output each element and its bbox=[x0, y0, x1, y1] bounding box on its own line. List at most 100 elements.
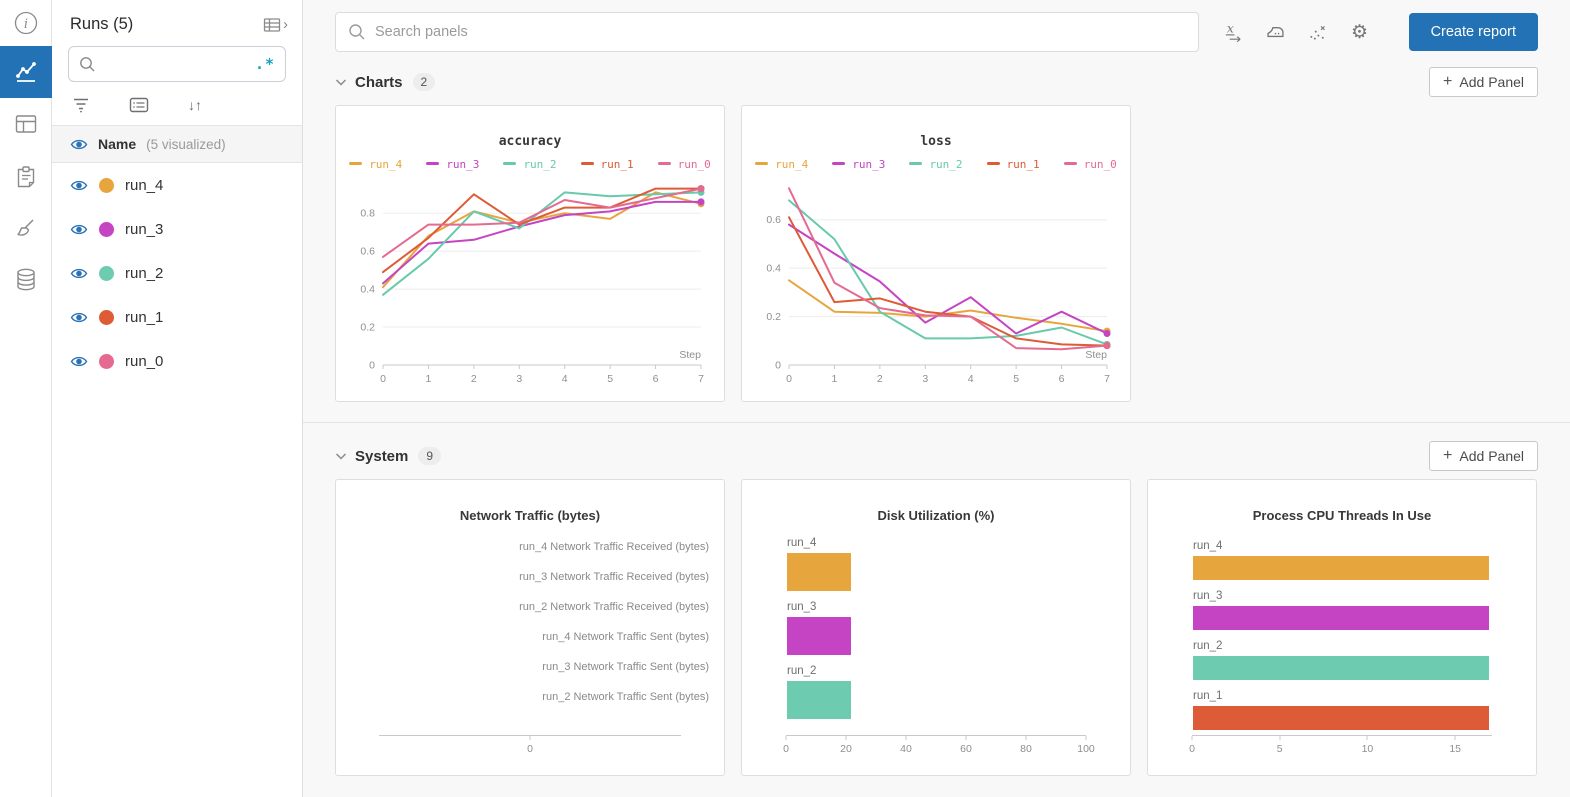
system-cards-row: Network Traffic (bytes) run_4 Network Tr… bbox=[335, 479, 1538, 776]
eye-icon[interactable] bbox=[70, 179, 88, 192]
add-panel-button[interactable]: + Add Panel bbox=[1429, 67, 1538, 97]
visualized-count: (5 visualized) bbox=[146, 136, 226, 152]
section-title[interactable]: Charts bbox=[355, 73, 403, 91]
database-icon bbox=[16, 268, 35, 291]
smoothing-iron-icon[interactable] bbox=[1259, 15, 1293, 49]
run-list: run_4 run_3 run_2 run_1 run_0 bbox=[52, 163, 302, 383]
axis-tick-label: 80 bbox=[1020, 743, 1032, 755]
workspace-main: x bbox=[303, 0, 1570, 797]
svg-text:5: 5 bbox=[1013, 373, 1019, 385]
regex-toggle[interactable]: .* bbox=[254, 55, 275, 73]
runs-search-input[interactable] bbox=[96, 56, 255, 72]
panel-accuracy[interactable]: accuracy run_4 run_3 run_2 run_1 run_0 0 0.2 0… bbox=[335, 105, 725, 402]
run-color-dot bbox=[99, 177, 114, 193]
eye-icon[interactable] bbox=[70, 311, 88, 324]
charts-section-header: Charts 2 + Add Panel bbox=[335, 67, 1538, 97]
run-row[interactable]: run_3 bbox=[52, 207, 302, 251]
svg-text:0: 0 bbox=[786, 373, 792, 385]
sidebar-item-logs[interactable] bbox=[0, 150, 52, 202]
svg-text:0.2: 0.2 bbox=[360, 322, 375, 334]
axis-tick-label: 20 bbox=[840, 743, 852, 755]
run-row[interactable]: run_1 bbox=[52, 295, 302, 339]
info-icon[interactable]: i bbox=[0, 0, 52, 46]
app-navbar: i bbox=[0, 0, 52, 797]
bar-label: run_4 bbox=[1193, 540, 1223, 552]
axis-tick-label: 10 bbox=[1361, 743, 1374, 755]
svg-text:1: 1 bbox=[426, 373, 432, 385]
eye-icon[interactable] bbox=[70, 138, 88, 151]
panel-search-box[interactable] bbox=[335, 12, 1199, 52]
svg-text:3: 3 bbox=[922, 373, 928, 385]
panel-disk-utilization[interactable]: Disk Utilization (%) run_4 run_3 run_2 0 20… bbox=[741, 479, 1131, 776]
svg-text:0: 0 bbox=[380, 373, 386, 385]
svg-text:0.8: 0.8 bbox=[360, 208, 375, 220]
sidebar-item-table[interactable] bbox=[0, 98, 52, 150]
chevron-down-icon[interactable] bbox=[335, 452, 347, 461]
network-series-labels: run_4 Network Traffic Received (bytes) ru… bbox=[336, 532, 724, 712]
plus-icon: + bbox=[1443, 73, 1453, 90]
runs-search-box[interactable]: .* bbox=[68, 46, 286, 82]
sort-icon[interactable]: ↓↑ bbox=[188, 96, 202, 113]
svg-text:7: 7 bbox=[698, 373, 704, 385]
create-report-button[interactable]: Create report bbox=[1408, 13, 1538, 51]
bar-chart-rows: run_4 run_3 run_2 bbox=[787, 536, 1085, 719]
bar-label: run_3 bbox=[787, 601, 817, 613]
svg-text:0.2: 0.2 bbox=[766, 311, 781, 323]
clipboard-icon bbox=[17, 166, 34, 188]
remove-outliers-icon[interactable] bbox=[1301, 15, 1335, 49]
panel-cpu-threads[interactable]: Process CPU Threads In Use run_4 run_3 run… bbox=[1147, 479, 1537, 776]
panel-count-badge: 2 bbox=[412, 73, 436, 91]
name-column-header: Name bbox=[98, 136, 137, 152]
loss-line-chart: 0 0.2 0.4 0.6 0 1 2 3 4 5 6 7 Step bbox=[766, 187, 1111, 385]
chart-legend: run_4 run_3 run_2 run_1 run_0 bbox=[742, 157, 1130, 171]
eye-icon[interactable] bbox=[70, 267, 88, 280]
run-row[interactable]: run_4 bbox=[52, 163, 302, 207]
brush-icon bbox=[17, 218, 34, 236]
x-axis-settings-icon[interactable]: x bbox=[1217, 15, 1251, 49]
svg-text:x: x bbox=[1227, 22, 1234, 36]
run-name: run_4 bbox=[125, 176, 164, 194]
runs-table-icon bbox=[263, 17, 281, 32]
panel-title: loss bbox=[920, 134, 952, 149]
filter-icon[interactable] bbox=[72, 96, 90, 113]
accuracy-line-chart: 0 0.2 0.4 0.6 0.8 0 1 2 3 4 5 6 7 Step bbox=[360, 185, 705, 385]
series-label: run_3 Network Traffic Received (bytes) bbox=[519, 571, 709, 583]
panel-title: Disk Utilization (%) bbox=[877, 508, 995, 523]
svg-text:6: 6 bbox=[1059, 373, 1065, 385]
sidebar-item-artifacts[interactable] bbox=[0, 254, 52, 306]
eye-icon[interactable] bbox=[70, 355, 88, 368]
bar-row: run_4 bbox=[787, 536, 1085, 591]
run-color-dot bbox=[99, 221, 114, 237]
svg-text:Step: Step bbox=[679, 349, 701, 361]
expand-runs-table-button[interactable]: › bbox=[263, 17, 288, 33]
chevron-down-icon[interactable] bbox=[335, 78, 347, 87]
info-circle-icon: i bbox=[14, 11, 37, 35]
sidebar-item-sweeps[interactable] bbox=[0, 202, 52, 254]
settings-gear-icon[interactable]: ⚙ bbox=[1351, 21, 1369, 43]
system-section-header: System 9 + Add Panel bbox=[335, 441, 1538, 471]
group-list-icon[interactable] bbox=[129, 97, 149, 113]
run-row[interactable]: run_2 bbox=[52, 251, 302, 295]
runs-name-header-row[interactable]: Name (5 visualized) bbox=[52, 125, 302, 163]
line-chart-icon bbox=[15, 62, 36, 82]
svg-text:0.6: 0.6 bbox=[766, 214, 781, 226]
panel-loss[interactable]: loss run_4 run_3 run_2 run_1 run_0 0 0.2 0.4 0.… bbox=[741, 105, 1131, 402]
axis-tick-label: 0 bbox=[527, 743, 533, 755]
bar-chart-rows: run_4 run_3 run_2 run_1 bbox=[1193, 539, 1491, 730]
run-row[interactable]: run_0 bbox=[52, 339, 302, 383]
section-title[interactable]: System bbox=[355, 447, 409, 465]
bar-row: run_3 bbox=[1193, 589, 1491, 630]
eye-icon[interactable] bbox=[70, 223, 88, 236]
panel-network-traffic[interactable]: Network Traffic (bytes) run_4 Network Tr… bbox=[335, 479, 725, 776]
bar bbox=[1193, 706, 1490, 730]
svg-text:7: 7 bbox=[1104, 373, 1110, 385]
sidebar-item-charts[interactable] bbox=[0, 46, 52, 98]
add-panel-button[interactable]: + Add Panel bbox=[1429, 441, 1538, 471]
legend-item: run_0 bbox=[657, 155, 711, 173]
x-axis: 0 5 10 15 bbox=[1189, 735, 1492, 755]
bar-row: run_3 bbox=[787, 600, 1085, 655]
bar-row: run_1 bbox=[1193, 689, 1491, 730]
axis-tick-label: 0 bbox=[1189, 743, 1195, 755]
axis-tick-label: 0 bbox=[783, 743, 789, 755]
panel-search-input[interactable] bbox=[375, 24, 1186, 40]
